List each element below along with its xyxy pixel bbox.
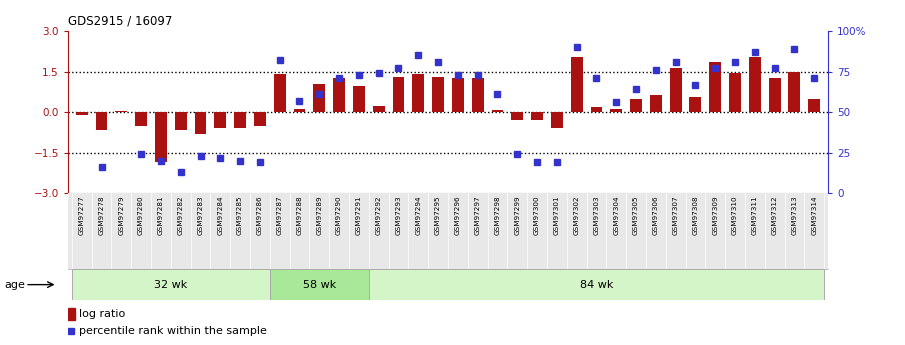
Bar bbox=[551, 112, 563, 128]
Text: GSM97303: GSM97303 bbox=[594, 196, 599, 235]
Bar bbox=[353, 87, 365, 112]
Bar bbox=[273, 74, 286, 112]
Text: GSM97310: GSM97310 bbox=[732, 196, 738, 235]
Bar bbox=[749, 57, 761, 112]
Text: GSM97304: GSM97304 bbox=[614, 196, 619, 235]
Bar bbox=[369, 269, 824, 300]
Text: GSM97294: GSM97294 bbox=[415, 196, 422, 235]
Bar bbox=[650, 95, 662, 112]
Text: GSM97311: GSM97311 bbox=[752, 196, 757, 235]
Text: GSM97284: GSM97284 bbox=[217, 196, 224, 235]
Text: GSM97314: GSM97314 bbox=[811, 196, 817, 235]
Bar bbox=[96, 112, 108, 130]
Text: GSM97291: GSM97291 bbox=[356, 196, 362, 235]
Bar bbox=[254, 112, 266, 126]
Text: GSM97299: GSM97299 bbox=[514, 196, 520, 235]
Bar bbox=[155, 112, 167, 162]
Bar bbox=[670, 68, 681, 112]
Text: GSM97306: GSM97306 bbox=[653, 196, 659, 235]
Text: GSM97279: GSM97279 bbox=[119, 196, 124, 235]
Bar bbox=[234, 112, 246, 128]
Bar bbox=[768, 78, 781, 112]
Text: GSM97302: GSM97302 bbox=[574, 196, 580, 235]
Bar bbox=[590, 107, 603, 112]
Bar bbox=[531, 112, 543, 120]
Text: GSM97282: GSM97282 bbox=[177, 196, 184, 235]
Bar bbox=[115, 111, 128, 112]
Text: 32 wk: 32 wk bbox=[154, 280, 187, 289]
Bar bbox=[270, 269, 369, 300]
Text: GSM97297: GSM97297 bbox=[474, 196, 481, 235]
Text: GSM97283: GSM97283 bbox=[197, 196, 204, 235]
Bar bbox=[373, 106, 385, 112]
Bar bbox=[71, 269, 270, 300]
Bar bbox=[393, 77, 405, 112]
Text: GSM97296: GSM97296 bbox=[455, 196, 461, 235]
Bar bbox=[710, 62, 721, 112]
Bar bbox=[333, 78, 345, 112]
Bar bbox=[214, 112, 226, 128]
Text: 58 wk: 58 wk bbox=[302, 280, 336, 289]
Bar bbox=[452, 78, 463, 112]
Text: percentile rank within the sample: percentile rank within the sample bbox=[80, 326, 267, 335]
Text: GSM97286: GSM97286 bbox=[257, 196, 263, 235]
Text: GSM97313: GSM97313 bbox=[791, 196, 797, 235]
Bar bbox=[729, 73, 741, 112]
Bar bbox=[788, 71, 800, 112]
Text: GSM97301: GSM97301 bbox=[554, 196, 560, 235]
Text: GSM97281: GSM97281 bbox=[157, 196, 164, 235]
Text: GSM97280: GSM97280 bbox=[138, 196, 144, 235]
Text: 84 wk: 84 wk bbox=[580, 280, 614, 289]
Bar bbox=[472, 78, 483, 112]
Text: log ratio: log ratio bbox=[80, 309, 126, 319]
Bar bbox=[68, 308, 75, 320]
Text: GSM97277: GSM97277 bbox=[79, 196, 85, 235]
Bar bbox=[491, 110, 503, 112]
Bar bbox=[195, 112, 206, 134]
Bar bbox=[76, 112, 88, 115]
Bar bbox=[135, 112, 147, 126]
Text: GDS2915 / 16097: GDS2915 / 16097 bbox=[68, 14, 172, 28]
Text: GSM97289: GSM97289 bbox=[316, 196, 322, 235]
Text: GSM97298: GSM97298 bbox=[494, 196, 500, 235]
Text: GSM97292: GSM97292 bbox=[376, 196, 382, 235]
Text: GSM97308: GSM97308 bbox=[692, 196, 699, 235]
Bar bbox=[413, 74, 424, 112]
Bar bbox=[571, 57, 583, 112]
Text: GSM97300: GSM97300 bbox=[534, 196, 540, 235]
Text: GSM97309: GSM97309 bbox=[712, 196, 719, 235]
Bar bbox=[630, 99, 642, 112]
Text: GSM97287: GSM97287 bbox=[277, 196, 282, 235]
Bar bbox=[610, 109, 623, 112]
Text: GSM97295: GSM97295 bbox=[435, 196, 441, 235]
Text: GSM97312: GSM97312 bbox=[772, 196, 777, 235]
Text: GSM97307: GSM97307 bbox=[672, 196, 679, 235]
Bar bbox=[511, 112, 523, 120]
Text: GSM97285: GSM97285 bbox=[237, 196, 243, 235]
Bar bbox=[433, 77, 444, 112]
Text: GSM97305: GSM97305 bbox=[633, 196, 639, 235]
Text: age: age bbox=[5, 280, 25, 289]
Bar bbox=[293, 109, 306, 112]
Text: GSM97278: GSM97278 bbox=[99, 196, 105, 235]
Bar bbox=[690, 97, 701, 112]
Text: GSM97293: GSM97293 bbox=[395, 196, 402, 235]
Text: GSM97288: GSM97288 bbox=[297, 196, 302, 235]
Bar bbox=[313, 84, 325, 112]
Bar bbox=[175, 112, 186, 130]
Text: GSM97290: GSM97290 bbox=[336, 196, 342, 235]
Bar bbox=[808, 99, 820, 112]
